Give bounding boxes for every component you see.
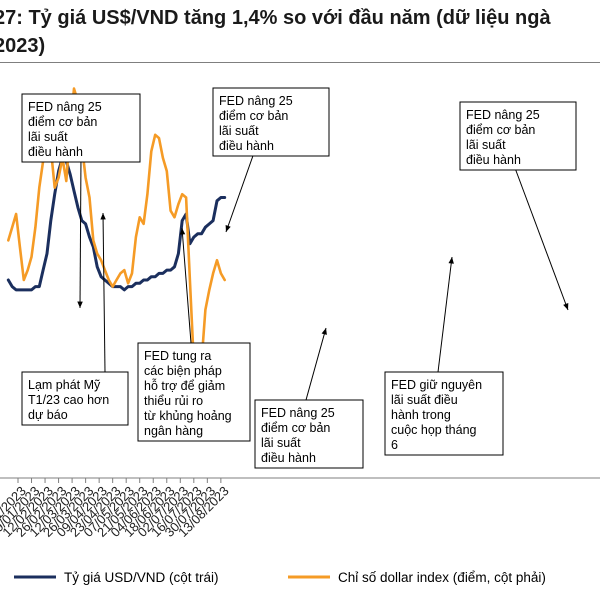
annotation-text: T1/23 cao hơn bbox=[28, 393, 109, 407]
annotation-text: lãi suất bbox=[28, 130, 68, 144]
title-line-2: 2023) bbox=[0, 35, 46, 57]
line-chart: 15/01/202329/01/202312/02/202326/02/2023… bbox=[0, 87, 600, 585]
annotation-text: điều hành bbox=[28, 145, 83, 159]
title-divider bbox=[0, 62, 600, 63]
annotation-text: điểm cơ bản bbox=[261, 421, 330, 435]
annotation-text: FED giữ nguyên bbox=[391, 378, 482, 392]
annotation-arrow bbox=[514, 167, 569, 311]
title-line-1: 27: Tỷ giá US$/VND tăng 1,4% so với đầu … bbox=[0, 7, 551, 29]
annotation-text: FED nâng 25 bbox=[28, 100, 102, 114]
annotation-text: điểm cơ bản bbox=[219, 109, 288, 123]
annotation-text: FED nâng 25 bbox=[261, 406, 335, 420]
annotation-arrowhead bbox=[321, 328, 327, 335]
annotation-arrowhead bbox=[448, 257, 454, 264]
annotation-text: thiểu rủi ro bbox=[144, 394, 203, 408]
annotation-text: Lạm phát Mỹ bbox=[28, 378, 101, 392]
annotation-arrowhead bbox=[563, 303, 569, 310]
annotation-text: các biện pháp bbox=[144, 364, 222, 378]
annotation-text: lãi suất bbox=[466, 138, 506, 152]
annotation-arrow bbox=[225, 149, 256, 233]
legend-usdvnd-label: Tỷ giá USD/VND (cột trái) bbox=[64, 570, 219, 585]
annotation-text: lãi suất bbox=[219, 124, 259, 138]
x-axis: 15/01/202329/01/202312/02/202326/02/2023… bbox=[0, 477, 600, 540]
annotation-box bbox=[254, 399, 364, 469]
annotation-arrowhead bbox=[77, 301, 83, 308]
legend: Tỷ giá USD/VND (cột trái) Chỉ số dollar i… bbox=[14, 570, 546, 585]
annotation-text: dự báo bbox=[28, 408, 68, 422]
annotation-text: lãi suất bbox=[261, 436, 301, 450]
annotation-text: ngân hàng bbox=[144, 424, 203, 438]
annotation-text: 6 bbox=[391, 438, 398, 452]
annotation-text: cuộc họp tháng bbox=[391, 423, 477, 437]
annotation-arrow bbox=[181, 227, 192, 344]
annotation-arrowhead bbox=[225, 225, 231, 232]
annotation-arrow bbox=[305, 327, 327, 401]
annotation-text: từ khủng hoảng bbox=[144, 409, 232, 423]
annotation-text: lãi suất điều bbox=[391, 393, 458, 407]
annotation-box bbox=[21, 371, 129, 426]
legend-dxy-label: Chỉ số dollar index (điểm, cột phải) bbox=[338, 570, 546, 585]
annotation-text: điều hành bbox=[466, 153, 521, 167]
annotation-box bbox=[21, 93, 141, 163]
annotation-box bbox=[212, 87, 330, 157]
annotation-box bbox=[137, 342, 251, 442]
annotation-text: điểm cơ bản bbox=[28, 115, 97, 129]
annotation-text: FED nâng 25 bbox=[466, 108, 540, 122]
annotation-box bbox=[384, 371, 504, 456]
chart-title: 27: Tỷ giá US$/VND tăng 1,4% so với đầu … bbox=[0, 4, 600, 60]
annotation-text: hỗ trợ để giảm bbox=[144, 378, 225, 393]
annotation-arrow bbox=[102, 212, 106, 373]
annotation-arrow bbox=[437, 256, 453, 373]
annotation-arrowhead bbox=[179, 228, 186, 235]
annotation-text: điều hành bbox=[219, 139, 274, 153]
annotation-box bbox=[459, 101, 577, 171]
annotation-text: FED tung ra bbox=[144, 349, 211, 363]
annotation-arrow bbox=[79, 155, 82, 309]
annotation-text: điểm cơ bản bbox=[466, 123, 535, 137]
annotation-text: hành trong bbox=[391, 408, 451, 422]
annotation-text: điều hành bbox=[261, 451, 316, 465]
annotation-text: FED nâng 25 bbox=[219, 94, 293, 108]
annotation-arrowhead bbox=[100, 213, 106, 220]
